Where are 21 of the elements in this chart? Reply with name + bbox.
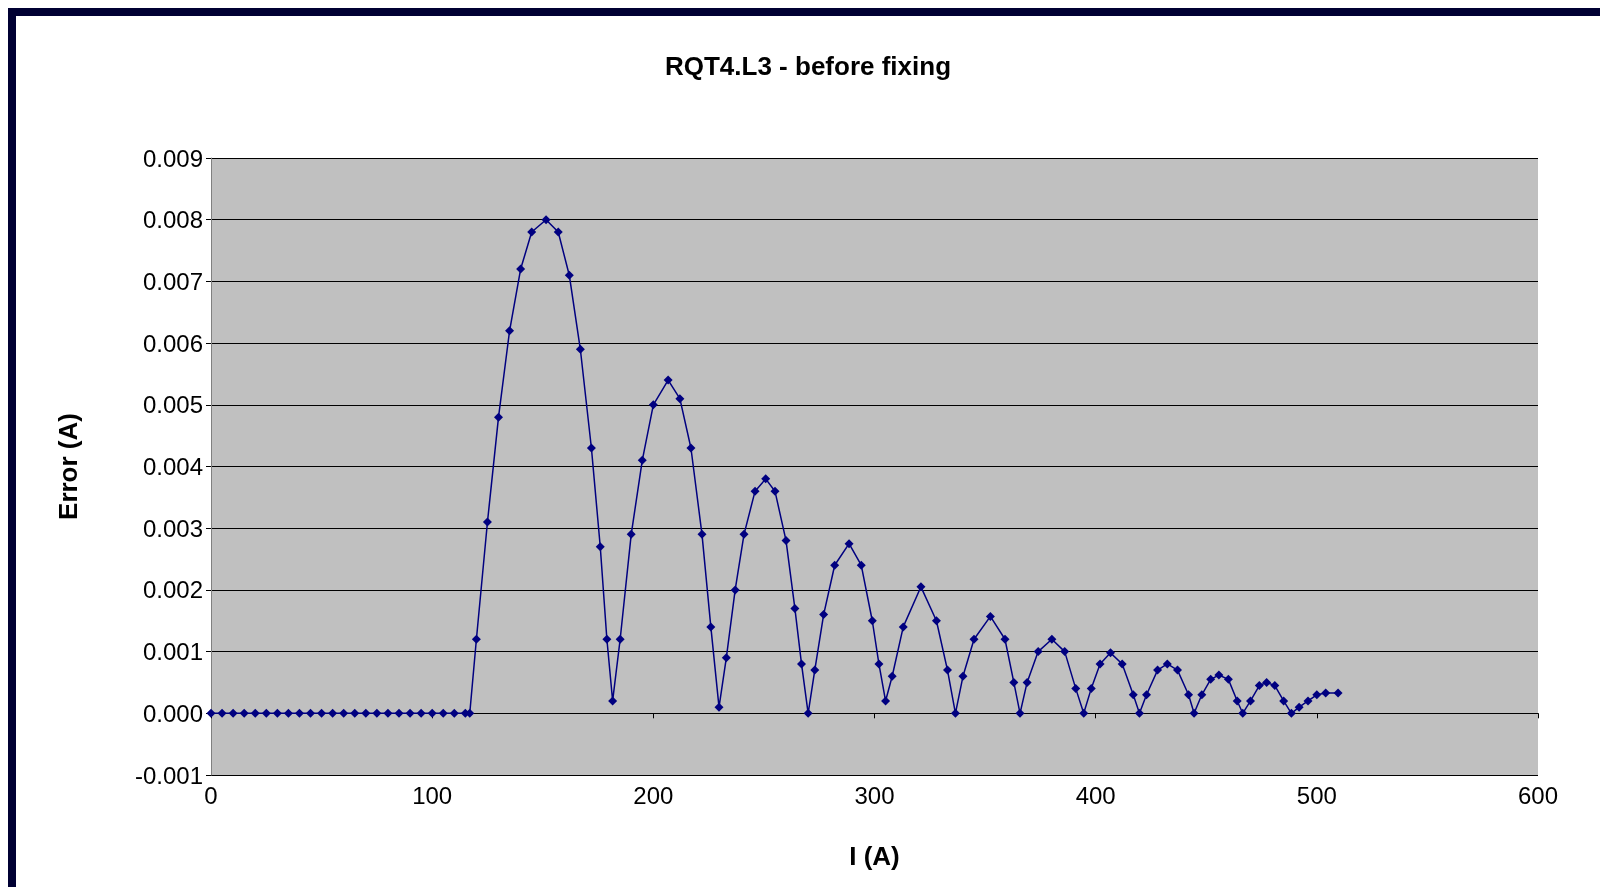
x-tick-label: 500: [1296, 781, 1337, 809]
y-tick-label: 0.004: [142, 453, 203, 480]
y-tick-label: 0.000: [142, 699, 203, 727]
x-tick-label: 600: [1517, 781, 1559, 809]
x-tick-label: 400: [1075, 781, 1116, 809]
y-tick-label: 0.001: [142, 638, 203, 666]
x-tick-label: 300: [854, 781, 895, 809]
x-tick-label: 100: [412, 781, 453, 809]
y-tick-label: -0.001: [134, 761, 203, 789]
x-axis-title: I (A): [849, 841, 900, 871]
y-tick-label: 0.009: [142, 144, 203, 172]
y-tick-label: 0.007: [142, 267, 203, 295]
y-tick-label: 0.002: [142, 576, 203, 604]
y-tick-label: 0.003: [142, 514, 203, 542]
x-tick-label: 200: [633, 781, 674, 809]
chart-title: RQT4.L3 - before fixing: [664, 51, 952, 81]
y-tick-label: 0.005: [142, 391, 203, 419]
y-tick-label: 0.006: [142, 329, 203, 357]
y-axis-title: Error (A): [53, 413, 83, 520]
y-tick-label: 0.008: [142, 206, 203, 234]
x-tick-label: 0: [204, 781, 218, 809]
